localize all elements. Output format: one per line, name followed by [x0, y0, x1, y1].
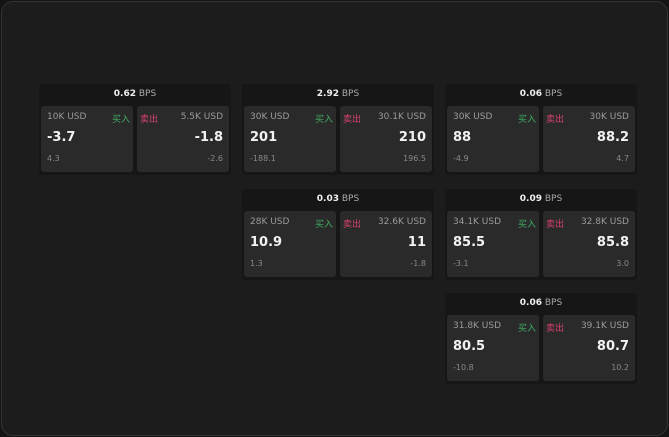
sell-size: 30.1K USD — [377, 112, 426, 122]
sell-label: 卖出 — [343, 220, 362, 230]
sell-price: 85.8 — [596, 235, 629, 250]
buy-size: 10K USD — [47, 112, 87, 122]
buy-button[interactable]: 28K USD 买入 10.9 1.3 — [244, 211, 336, 277]
buy-size: 31.8K USD — [453, 321, 502, 331]
sell-size: 30K USD — [589, 112, 629, 122]
sell-button[interactable]: 卖出 30.1K USD 210 196.5 — [340, 106, 432, 172]
sell-label: 卖出 — [546, 220, 565, 230]
buy-button[interactable]: 30K USD 买入 88 -4.9 — [447, 106, 539, 172]
sell-price: 80.7 — [596, 339, 629, 354]
buy-price: 201 — [250, 130, 278, 145]
buy-label: 买入 — [111, 115, 130, 125]
sell-button[interactable]: 卖出 39.1K USD 80.7 10.2 — [543, 315, 635, 381]
sell-button[interactable]: 卖出 30K USD 88.2 4.7 — [543, 106, 635, 172]
buy-button[interactable]: 31.8K USD 买入 80.5 -10.8 — [447, 315, 539, 381]
sell-change: 10.2 — [611, 363, 629, 372]
spread-unit: BPS — [341, 194, 360, 204]
spread-value: 2.92 — [316, 89, 339, 99]
spread-unit: BPS — [341, 89, 360, 99]
spread-unit: BPS — [138, 89, 157, 99]
buy-size: 34.1K USD — [453, 217, 502, 227]
quote-card: 0.06 BPS 31.8K USD 买入 80.5 -10.8 卖出 39.1… — [445, 293, 637, 384]
quote-card: 0.06 BPS 30K USD 买入 88 -4.9 卖出 30K USD 8… — [445, 84, 637, 175]
spread-header: 2.92 BPS — [242, 84, 434, 104]
sell-label: 卖出 — [140, 115, 159, 125]
buy-price: 10.9 — [250, 235, 283, 250]
spread-header: 0.62 BPS — [39, 84, 231, 104]
buy-button[interactable]: 30K USD 买入 201 -188.1 — [244, 106, 336, 172]
spread-unit: BPS — [544, 194, 563, 204]
sell-button[interactable]: 卖出 32.8K USD 85.8 3.0 — [543, 211, 635, 277]
buy-label: 买入 — [517, 115, 536, 125]
buy-button[interactable]: 34.1K USD 买入 85.5 -3.1 — [447, 211, 539, 277]
sell-button[interactable]: 卖出 32.6K USD 11 -1.8 — [340, 211, 432, 277]
sell-price: 210 — [398, 130, 426, 145]
buy-change: 4.3 — [47, 154, 60, 163]
spread-unit: BPS — [544, 298, 563, 308]
sell-price: 88.2 — [596, 130, 629, 145]
sell-button[interactable]: 卖出 5.5K USD -1.8 -2.6 — [137, 106, 229, 172]
buy-change: -4.9 — [453, 154, 469, 163]
spread-header: 0.06 BPS — [445, 84, 637, 104]
buy-price: -3.7 — [47, 130, 76, 145]
sell-change: 196.5 — [403, 154, 426, 163]
sell-change: -2.6 — [207, 154, 223, 163]
buy-size: 30K USD — [250, 112, 290, 122]
sell-size: 32.8K USD — [580, 217, 629, 227]
spread-value: 0.62 — [113, 89, 136, 99]
buy-change: -10.8 — [453, 363, 474, 372]
spread-header: 0.03 BPS — [242, 189, 434, 209]
quote-card: 0.03 BPS 28K USD 买入 10.9 1.3 卖出 32.6K US… — [242, 189, 434, 280]
sell-price: -1.8 — [194, 130, 223, 145]
buy-size: 28K USD — [250, 217, 290, 227]
buy-label: 买入 — [314, 115, 333, 125]
sell-price: 11 — [407, 235, 426, 250]
sell-label: 卖出 — [546, 115, 565, 125]
buy-price: 88 — [453, 130, 472, 145]
sell-label: 卖出 — [546, 324, 565, 334]
quote-card: 0.09 BPS 34.1K USD 买入 85.5 -3.1 卖出 32.8K… — [445, 189, 637, 280]
sell-size: 32.6K USD — [377, 217, 426, 227]
sell-size: 39.1K USD — [580, 321, 629, 331]
buy-label: 买入 — [517, 220, 536, 230]
sell-change: 4.7 — [616, 154, 629, 163]
buy-price: 80.5 — [453, 339, 486, 354]
buy-price: 85.5 — [453, 235, 486, 250]
spread-value: 0.06 — [519, 89, 542, 99]
buy-size: 30K USD — [453, 112, 493, 122]
spread-header: 0.09 BPS — [445, 189, 637, 209]
buy-change: -188.1 — [250, 154, 276, 163]
spread-value: 0.06 — [519, 298, 542, 308]
spread-unit: BPS — [544, 89, 563, 99]
sell-label: 卖出 — [343, 115, 362, 125]
spread-value: 0.03 — [316, 194, 339, 204]
sell-size: 5.5K USD — [180, 112, 223, 122]
quote-card: 0.62 BPS 10K USD 买入 -3.7 4.3 卖出 5.5K USD… — [39, 84, 231, 175]
spread-value: 0.09 — [519, 194, 542, 204]
sell-change: -1.8 — [410, 259, 426, 268]
spread-header: 0.06 BPS — [445, 293, 637, 313]
buy-change: 1.3 — [250, 259, 263, 268]
sell-change: 3.0 — [616, 259, 629, 268]
buy-button[interactable]: 10K USD 买入 -3.7 4.3 — [41, 106, 133, 172]
buy-label: 买入 — [517, 324, 536, 334]
quote-card: 2.92 BPS 30K USD 买入 201 -188.1 卖出 30.1K … — [242, 84, 434, 175]
buy-change: -3.1 — [453, 259, 469, 268]
buy-label: 买入 — [314, 220, 333, 230]
